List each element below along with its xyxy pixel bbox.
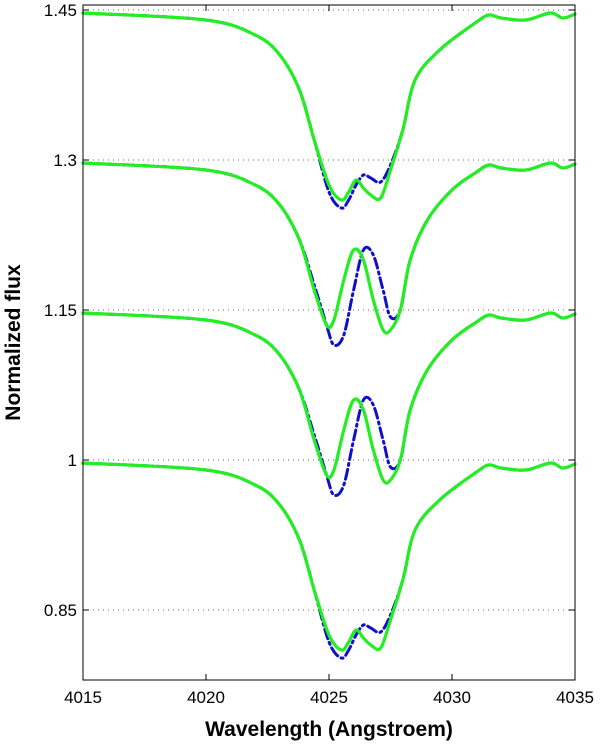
y-tick-label: 0.85 — [44, 601, 77, 620]
observed-spectrum-line — [81, 461, 577, 660]
model-spectrum-line — [81, 161, 577, 335]
x-tick-label: 4025 — [310, 688, 348, 707]
tick-layer: 0.85 1 1.15 1.3 1.45 4015 4020 4025 4030 4035 — [44, 1, 594, 707]
x-tick-label: 4035 — [556, 688, 594, 707]
observed-spectrum-line — [81, 11, 577, 210]
series-layer — [81, 11, 577, 660]
y-tick-label: 1.15 — [44, 301, 77, 320]
y-tick-label: 1.45 — [44, 1, 77, 20]
x-tick-label: 4015 — [64, 688, 102, 707]
x-axis-title: Wavelength (Angstroem) — [205, 718, 453, 741]
grid-layer — [83, 9, 575, 611]
plot-frame — [82, 4, 576, 681]
model-spectrum-line — [81, 311, 577, 485]
model-spectrum-line — [81, 11, 577, 202]
x-tick-label: 4030 — [433, 688, 471, 707]
y-axis-title: Normalized flux — [2, 264, 25, 421]
y-tick-label: 1.3 — [53, 151, 77, 170]
model-spectrum-line — [81, 461, 577, 652]
y-tick-label: 1 — [68, 451, 77, 470]
x-tick-label: 4020 — [187, 688, 225, 707]
